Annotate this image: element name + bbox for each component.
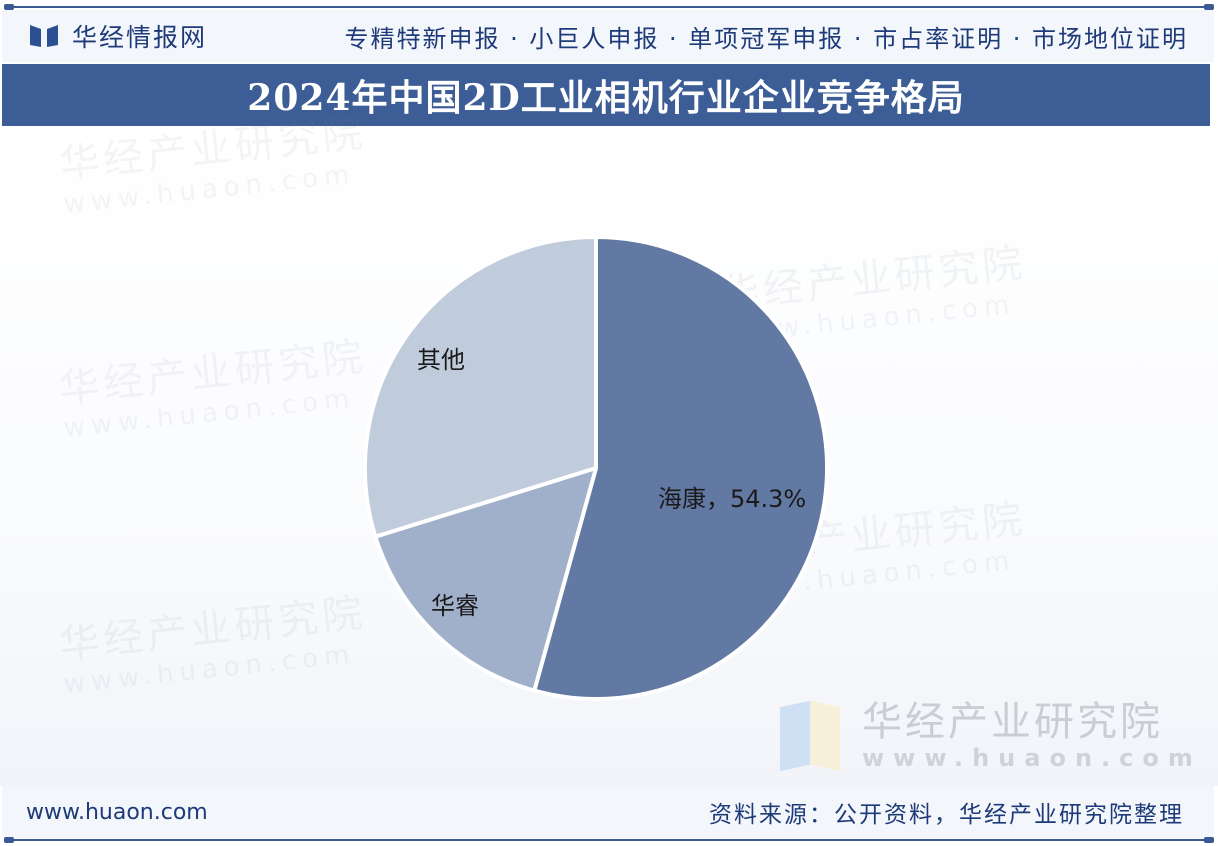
top-divider xyxy=(4,4,1214,10)
slice-haikang[interactable] xyxy=(532,235,830,701)
corner-watermark-en: www.huaon.com xyxy=(862,744,1202,772)
footer-source: 资料来源：公开资料，华经产业研究院整理 xyxy=(709,802,1184,828)
slice-huarui[interactable] xyxy=(373,466,598,693)
footer-url-link[interactable]: www.huaon.com xyxy=(26,799,208,825)
chart-title: 2024年中国2D工业相机行业企业竞争格局 xyxy=(247,77,965,119)
brand-name: 华经情报网 xyxy=(72,23,208,52)
site-header: 华经情报网 专精特新申报 · 小巨人申报 · 单项冠军申报 · 市占率证明 · … xyxy=(2,10,1214,62)
brand[interactable]: 华经情报网 xyxy=(30,18,207,54)
slice-others[interactable] xyxy=(362,235,598,539)
label-others: 其他 xyxy=(417,346,465,374)
footer: www.huaon.com 资料来源：公开资料，华经产业研究院整理 xyxy=(2,786,1214,838)
title-bar: 2024年中国2D工业相机行业企业竞争格局 xyxy=(2,64,1210,126)
brand-logo-icon xyxy=(30,25,58,47)
services-list: 专精特新申报 · 小巨人申报 · 单项冠军申报 · 市占率证明 · 市场地位证明 xyxy=(344,24,1188,53)
label-huarui: 华睿 xyxy=(431,592,479,620)
watermark-logo-icon xyxy=(780,700,810,772)
label-haikang: 海康，54.3% xyxy=(658,485,806,513)
corner-watermark: 华经产业研究院 www.huaon.com xyxy=(780,700,1202,772)
bottom-divider xyxy=(4,837,1214,843)
corner-watermark-cn: 华经产业研究院 xyxy=(862,699,1163,745)
